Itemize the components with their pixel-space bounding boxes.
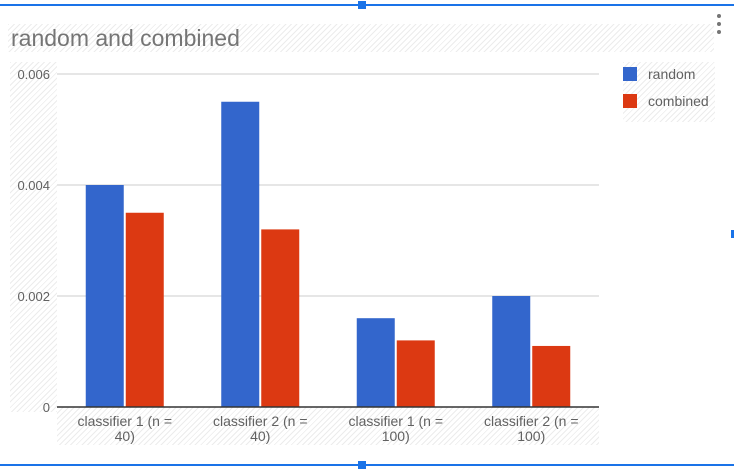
y-axis-area xyxy=(10,62,57,412)
y-tick-label: 0.006 xyxy=(17,67,50,82)
legend-swatch-random xyxy=(623,67,637,81)
y-tick-label: 0.004 xyxy=(17,178,50,193)
bar-random xyxy=(356,318,395,407)
x-axis-area xyxy=(57,407,599,445)
bar-random xyxy=(492,296,531,407)
legend-label-random: random xyxy=(648,66,696,82)
chart-title: random and combined xyxy=(11,25,240,51)
x-tick-label: classifier 2 (n = xyxy=(213,413,308,429)
x-tick-label: 40) xyxy=(250,428,270,444)
bar-random xyxy=(221,101,260,407)
bar-combined xyxy=(396,340,435,407)
bar-random xyxy=(85,185,124,407)
resize-handle-top[interactable] xyxy=(358,1,366,9)
bar-combined xyxy=(261,229,300,407)
y-tick-label: 0.002 xyxy=(17,289,50,304)
x-tick-label: classifier 2 (n = xyxy=(484,413,579,429)
title-area xyxy=(8,24,714,52)
selection-frame-bottom xyxy=(0,464,734,466)
more-vert-icon[interactable] xyxy=(712,12,726,36)
bar-combined xyxy=(532,345,571,407)
bar-combined xyxy=(125,212,164,407)
legend-label-combined: combined xyxy=(648,93,709,109)
x-tick-label: 40) xyxy=(115,428,135,444)
x-tick-label: 100) xyxy=(382,428,410,444)
resize-handle-right[interactable] xyxy=(731,230,734,238)
x-tick-label: classifier 1 (n = xyxy=(77,413,172,429)
y-tick-label: 0 xyxy=(43,400,50,415)
legend-area xyxy=(623,62,715,122)
x-tick-label: classifier 1 (n = xyxy=(348,413,443,429)
x-tick-label: 100) xyxy=(517,428,545,444)
legend-swatch-combined xyxy=(623,94,637,108)
selection-frame-top xyxy=(0,4,734,6)
resize-handle-bottom[interactable] xyxy=(358,461,366,469)
